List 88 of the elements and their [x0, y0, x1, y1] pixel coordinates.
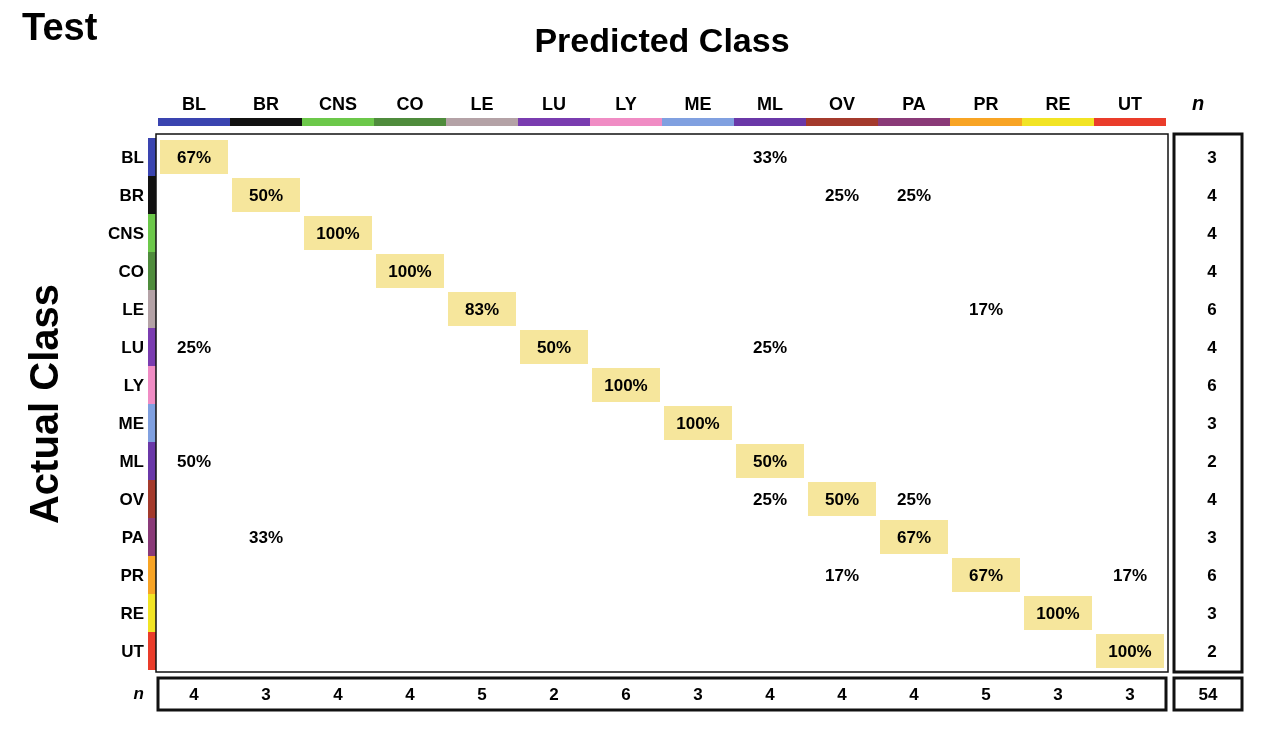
y-tick-label: BR: [119, 186, 144, 205]
text: 4: [189, 685, 199, 704]
x-tick-label: ME: [684, 94, 712, 114]
data-label: 50%: [248, 186, 284, 205]
text: 5: [981, 685, 991, 704]
data-label: 67%: [896, 528, 932, 547]
y2-tick-label: 6: [1207, 300, 1217, 319]
data-label: 50%: [176, 452, 212, 471]
y2-tick-label: 4: [1207, 338, 1218, 357]
text: 3: [1053, 685, 1063, 704]
y-tick-label: RE: [120, 604, 144, 623]
data-label: 67%: [968, 566, 1004, 585]
x-tick-label: LE: [470, 94, 494, 114]
y2-tick-label: 4: [1207, 186, 1218, 205]
y-axis-title: Actual Class: [22, 283, 66, 525]
data-label: 100%: [1036, 604, 1080, 623]
text: 3: [1125, 685, 1135, 704]
data-label: 100%: [604, 376, 648, 395]
data-label: 100%: [676, 414, 720, 433]
y2-tick-label: 6: [1207, 376, 1217, 395]
data-label: 17%: [1112, 566, 1148, 585]
y2-tick-label: 2: [1207, 642, 1217, 661]
data-label: 67%: [176, 148, 212, 167]
x-tick-label: LU: [542, 94, 566, 114]
y-tick-label: LU: [121, 338, 144, 357]
x-tick-label: LY: [615, 94, 637, 114]
text: n: [133, 684, 144, 703]
y-tick-label: OV: [119, 490, 145, 509]
data-label: 50%: [824, 490, 860, 509]
text: 3: [693, 685, 703, 704]
y-tick-label: CNS: [108, 224, 144, 243]
text: 6: [621, 685, 631, 704]
x-tick-label: UT: [1118, 94, 1142, 114]
text: 54: [1198, 685, 1218, 704]
y-tick-label: ME: [118, 414, 144, 433]
y-tick-label: ML: [119, 452, 144, 471]
text: 3: [261, 685, 271, 704]
y2-tick-label: 4: [1207, 262, 1218, 281]
text: 4: [765, 685, 775, 704]
x-tick-label: BR: [253, 94, 279, 114]
x-tick-label: CO: [396, 94, 424, 114]
data-label: 100%: [1108, 642, 1152, 661]
data-label: 83%: [464, 300, 500, 319]
y2-tick-label: 4: [1207, 490, 1218, 509]
x-axis-title: Predicted Class: [534, 21, 790, 59]
x-tick-label: OV: [828, 94, 856, 114]
x-tick-label: PA: [902, 94, 926, 114]
x-tick-label: RE: [1045, 94, 1071, 114]
y-tick-label: LY: [123, 376, 145, 395]
y2-tick-label: 2: [1207, 452, 1217, 471]
data-label: 17%: [968, 300, 1004, 319]
data-label: 17%: [824, 566, 860, 585]
y-tick-label: LE: [122, 300, 144, 319]
y2-tick-label: 3: [1207, 528, 1217, 547]
data-label: 100%: [316, 224, 360, 243]
y2-axis-title: n: [1191, 92, 1205, 114]
x-tick-label: CNS: [318, 94, 358, 114]
data-label: 25%: [176, 338, 212, 357]
y-tick-label: PR: [120, 566, 144, 585]
y-tick-label: UT: [121, 642, 145, 661]
text: 2: [549, 685, 559, 704]
x-tick-label: BL: [182, 94, 206, 114]
data-label: 25%: [896, 186, 932, 205]
y2-tick-label: 3: [1207, 604, 1217, 623]
data-label: 25%: [752, 490, 788, 509]
data-label: 50%: [536, 338, 572, 357]
y2-tick-label: 4: [1207, 224, 1218, 243]
y-tick-label: BL: [121, 148, 144, 167]
text: 5: [477, 685, 487, 704]
y-tick-label: CO: [118, 262, 144, 281]
y2-tick-label: 3: [1207, 414, 1217, 433]
y-tick-label: PA: [121, 528, 144, 547]
y2-tick-label: 6: [1207, 566, 1217, 585]
text: 4: [837, 685, 847, 704]
data-label: 33%: [248, 528, 284, 547]
data-label: 100%: [388, 262, 432, 281]
chart-title: Test: [22, 6, 98, 48]
data-label: 25%: [824, 186, 860, 205]
text: 4: [909, 685, 919, 704]
text: 4: [333, 685, 343, 704]
data-label: 50%: [752, 452, 788, 471]
data-label: 25%: [896, 490, 932, 509]
text: 4: [405, 685, 415, 704]
y2-tick-label: 3: [1207, 148, 1217, 167]
x-tick-label: ML: [757, 94, 783, 114]
data-label: 33%: [752, 148, 788, 167]
x-tick-label: PR: [973, 94, 999, 114]
data-label: 25%: [752, 338, 788, 357]
